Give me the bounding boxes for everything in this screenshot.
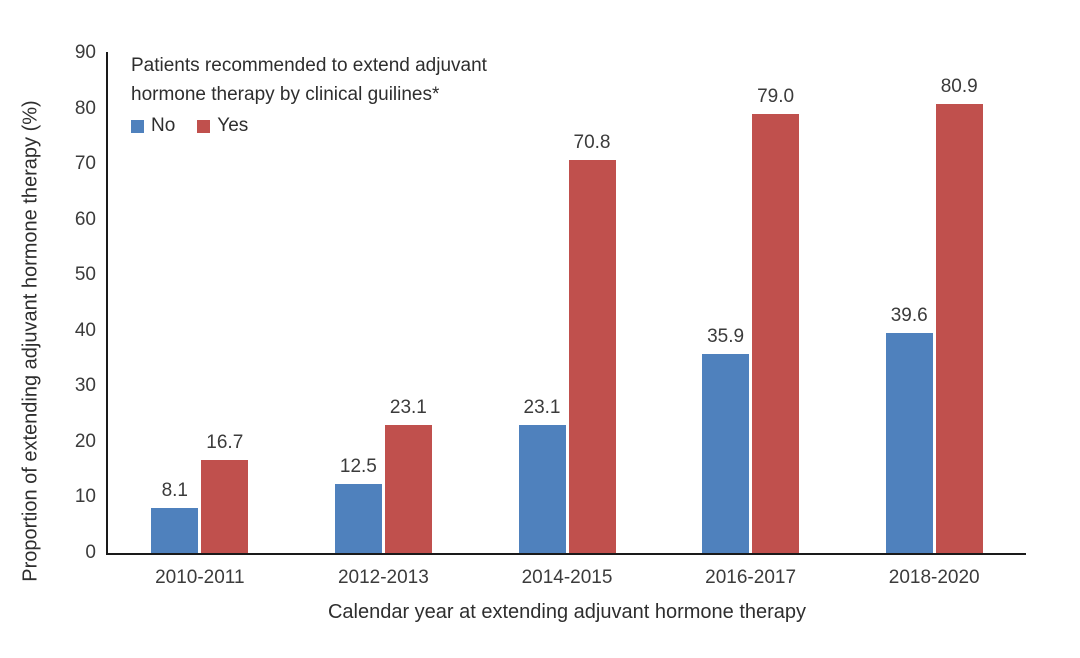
legend-title-line-1: Patients recommended to extend adjuvant <box>131 55 487 76</box>
value-label-yes-2012-2013: 23.1 <box>389 396 427 418</box>
value-label-yes-2010-2011: 16.7 <box>206 432 244 454</box>
bar-yes-2018-2020 <box>935 103 983 553</box>
value-label-no-2012-2013: 12.5 <box>339 455 377 477</box>
y-tick-label: 40 <box>74 319 96 341</box>
legend-item-yes: Yes <box>197 115 248 137</box>
legend-item-label: Yes <box>217 115 249 136</box>
x-tick-label-2014-2015: 2014-2015 <box>521 567 613 588</box>
y-tick-label: 90 <box>74 42 96 63</box>
value-label-no-2018-2020: 39.6 <box>890 305 928 326</box>
value-label-yes-2018-2020: 80.9 <box>940 75 978 97</box>
bar-no-2010-2011 <box>151 508 199 553</box>
bar-yes-2012-2013 <box>384 424 432 553</box>
legend: Patients recommended to extend adjuvant … <box>131 51 487 137</box>
y-tick-label: 80 <box>74 97 96 119</box>
y-tick-label: 30 <box>74 375 96 397</box>
bar-yes-2010-2011 <box>201 460 249 553</box>
y-tick-label: 50 <box>74 264 96 286</box>
legend-title-line-2: hormone therapy by clinical guilines* <box>131 84 440 105</box>
value-label-yes-2014-2015: 70.8 <box>573 131 611 153</box>
value-label-no-2010-2011: 8.1 <box>161 480 188 501</box>
bar-yes-2014-2015 <box>568 159 616 553</box>
value-label-yes-2016-2017: 79.0 <box>757 86 795 108</box>
legend-swatch-icon <box>197 119 211 133</box>
bar-no-2014-2015 <box>518 424 566 553</box>
value-label-no-2014-2015: 23.1 <box>523 396 561 418</box>
bar-no-2012-2013 <box>334 483 382 553</box>
value-label-no-2016-2017: 35.9 <box>707 325 745 347</box>
x-axis-title: Calendar year at extending adjuvant horm… <box>327 601 807 623</box>
legend-items: No Yes <box>131 115 487 137</box>
y-tick-label: 20 <box>74 430 96 452</box>
legend-title: Patients recommended to extend adjuvant … <box>131 51 487 109</box>
bar-yes-2016-2017 <box>752 114 800 553</box>
legend-item-no: No <box>131 115 175 137</box>
x-tick-label-2018-2020: 2018-2020 <box>888 567 980 588</box>
y-tick-label: 70 <box>74 153 96 175</box>
x-tick-label-2012-2013: 2012-2013 <box>337 567 429 588</box>
x-tick-label-2016-2017: 2016-2017 <box>705 567 797 588</box>
legend-swatch-icon <box>131 119 144 133</box>
y-tick-label: 10 <box>74 486 96 508</box>
bar-no-2016-2017 <box>702 353 750 553</box>
plot-area: 8.1 16.7 12.5 23.1 23.1 70.8 35.9 79.0 39.6 80.9 <box>106 52 1026 555</box>
y-tick-label: 0 <box>85 542 96 563</box>
x-tick-label-2010-2011: 2010-2011 <box>155 567 245 588</box>
bar-no-2018-2020 <box>885 333 933 553</box>
legend-item-label: No <box>151 115 176 136</box>
y-tick-label: 60 <box>74 208 96 230</box>
